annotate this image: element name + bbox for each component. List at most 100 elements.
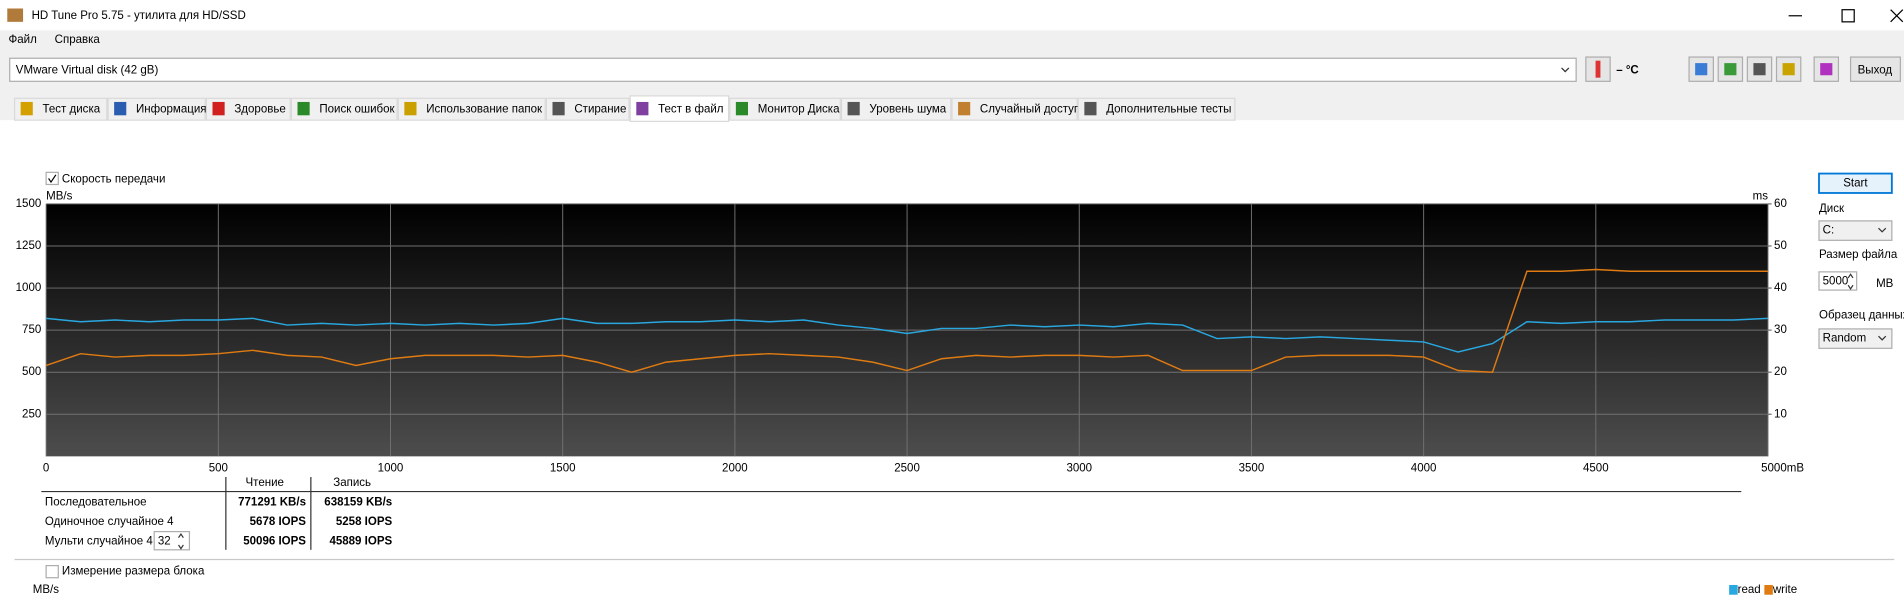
file-size-label: Размер файла bbox=[1819, 249, 1898, 261]
x-tick-label: 3000 bbox=[1066, 463, 1092, 475]
tool-icon bbox=[1753, 63, 1766, 76]
speed-checkbox[interactable] bbox=[45, 171, 59, 186]
temperature: – °C bbox=[1616, 64, 1639, 76]
tab-icon bbox=[1084, 101, 1097, 116]
y-tick-label: 500 bbox=[22, 366, 41, 378]
col-header: Чтение bbox=[245, 477, 283, 489]
tab-label[interactable]: Здоровье bbox=[234, 103, 285, 115]
y2-tick-label: 50 bbox=[1774, 240, 1787, 252]
tab-active[interactable] bbox=[629, 95, 730, 122]
series-line bbox=[45, 268, 1768, 373]
tab-icon bbox=[404, 101, 417, 116]
tab[interactable] bbox=[290, 97, 398, 121]
tab[interactable] bbox=[397, 97, 546, 121]
close-button[interactable] bbox=[1890, 9, 1904, 23]
legend-swatch bbox=[1729, 585, 1738, 595]
tab-icon bbox=[735, 101, 748, 116]
tab[interactable] bbox=[729, 97, 841, 121]
exit-label: Выход bbox=[1858, 64, 1893, 76]
x-tick-label: 4000 bbox=[1411, 463, 1437, 475]
pattern-label: Образец данных bbox=[1819, 310, 1904, 322]
x-tick-label: 2500 bbox=[894, 463, 920, 475]
menu-item[interactable]: Файл bbox=[8, 34, 36, 46]
y-tick-label: 750 bbox=[22, 324, 41, 336]
tab-icon bbox=[847, 101, 860, 116]
tab-label[interactable]: Поиск ошибок bbox=[319, 103, 395, 115]
file-size-input[interactable] bbox=[1818, 271, 1858, 291]
col-header: Запись bbox=[333, 477, 371, 489]
tool-icon bbox=[1695, 63, 1708, 76]
title-bar bbox=[0, 0, 1904, 31]
tab-icon bbox=[114, 101, 127, 116]
tab[interactable] bbox=[13, 97, 108, 121]
tab-label[interactable]: Тест в файл bbox=[658, 103, 723, 115]
tab[interactable] bbox=[1077, 97, 1236, 121]
x-tick-label: 3500 bbox=[1239, 463, 1265, 475]
y-tick-label: 1000 bbox=[16, 282, 42, 294]
queue-spinbox[interactable] bbox=[153, 530, 191, 551]
block-checkbox-label[interactable]: Измерение размера блока bbox=[62, 566, 205, 578]
tab[interactable] bbox=[951, 97, 1078, 121]
read-result: 5678 IOPS bbox=[250, 516, 307, 528]
x-tick-label: 1500 bbox=[550, 463, 576, 475]
speed-checkbox-label[interactable]: Скорость передачи bbox=[62, 174, 165, 186]
content: Файл Справка VMware Virtual disk (42 gB) – … bbox=[8, 34, 1904, 596]
tab-icon bbox=[212, 101, 225, 116]
y2-tick-label: 20 bbox=[1774, 366, 1787, 378]
x-tick-label: 4500 bbox=[1583, 463, 1609, 475]
tab-label[interactable]: Случайный доступ bbox=[980, 103, 1080, 115]
y2-tick-label: 60 bbox=[1774, 198, 1787, 210]
x-tick-label: 0 bbox=[43, 463, 49, 475]
tab-label[interactable]: Монитор Диска bbox=[758, 103, 840, 115]
pattern-select[interactable] bbox=[1818, 328, 1893, 349]
tab-icon bbox=[636, 101, 649, 116]
drive-select[interactable] bbox=[9, 57, 1577, 82]
file-size-unit: MB bbox=[1876, 278, 1894, 290]
row-label: Одиночное случайное 4 bbox=[45, 516, 174, 528]
menu-item[interactable]: Справка bbox=[55, 34, 101, 46]
disk-value: C: bbox=[1823, 225, 1835, 237]
thermometer-icon bbox=[1595, 60, 1601, 78]
file-size-value: 5000 bbox=[1823, 276, 1849, 288]
spin-arrows bbox=[177, 532, 184, 550]
drive-name: VMware Virtual disk (42 gB) bbox=[16, 64, 159, 76]
read-result: 50096 IOPS bbox=[243, 535, 306, 547]
block-checkbox[interactable] bbox=[45, 564, 59, 579]
start-button[interactable] bbox=[1818, 172, 1893, 194]
tab[interactable] bbox=[840, 97, 952, 121]
disk-select[interactable] bbox=[1818, 220, 1893, 241]
tool-button[interactable] bbox=[1717, 56, 1744, 82]
tab-icon bbox=[20, 101, 33, 116]
app-icon bbox=[7, 8, 24, 22]
dropdown-arrow bbox=[1561, 67, 1570, 73]
tab-icon bbox=[552, 101, 565, 116]
tab-label[interactable]: Дополнительные тесты bbox=[1106, 103, 1231, 115]
y2-tick-label: 10 bbox=[1774, 408, 1787, 420]
exit-button[interactable] bbox=[1849, 56, 1901, 82]
tab-label[interactable]: Информация bbox=[136, 103, 207, 115]
tab-label[interactable]: Стирание bbox=[574, 103, 626, 115]
row-label: Мульти случайное 4 bbox=[45, 535, 153, 547]
x-tick-label: 2000 bbox=[722, 463, 748, 475]
spin-arrows bbox=[1847, 273, 1854, 290]
read-result: 771291 KB/s bbox=[238, 497, 306, 509]
tab-label[interactable]: Использование папок bbox=[426, 103, 543, 115]
maximize-button[interactable] bbox=[1841, 9, 1855, 23]
tab[interactable] bbox=[545, 97, 630, 121]
start-label[interactable]: Start bbox=[1843, 177, 1868, 189]
tool-icon bbox=[1782, 63, 1795, 76]
y2-axis-label: ms bbox=[1753, 191, 1769, 203]
y-axis-label: MB/s bbox=[46, 191, 72, 203]
tab[interactable] bbox=[205, 97, 291, 121]
y-tick-label: 1250 bbox=[16, 240, 42, 252]
series-line bbox=[46, 317, 1769, 353]
tab[interactable] bbox=[107, 97, 206, 121]
tool-icon bbox=[1724, 63, 1737, 76]
tab-label[interactable]: Уровень шума bbox=[869, 103, 946, 115]
tab-label[interactable]: Тест диска bbox=[43, 103, 101, 115]
write-result: 5258 IOPS bbox=[336, 516, 393, 528]
dropdown-arrow bbox=[1878, 335, 1887, 341]
y2-tick-label: 40 bbox=[1774, 282, 1787, 294]
